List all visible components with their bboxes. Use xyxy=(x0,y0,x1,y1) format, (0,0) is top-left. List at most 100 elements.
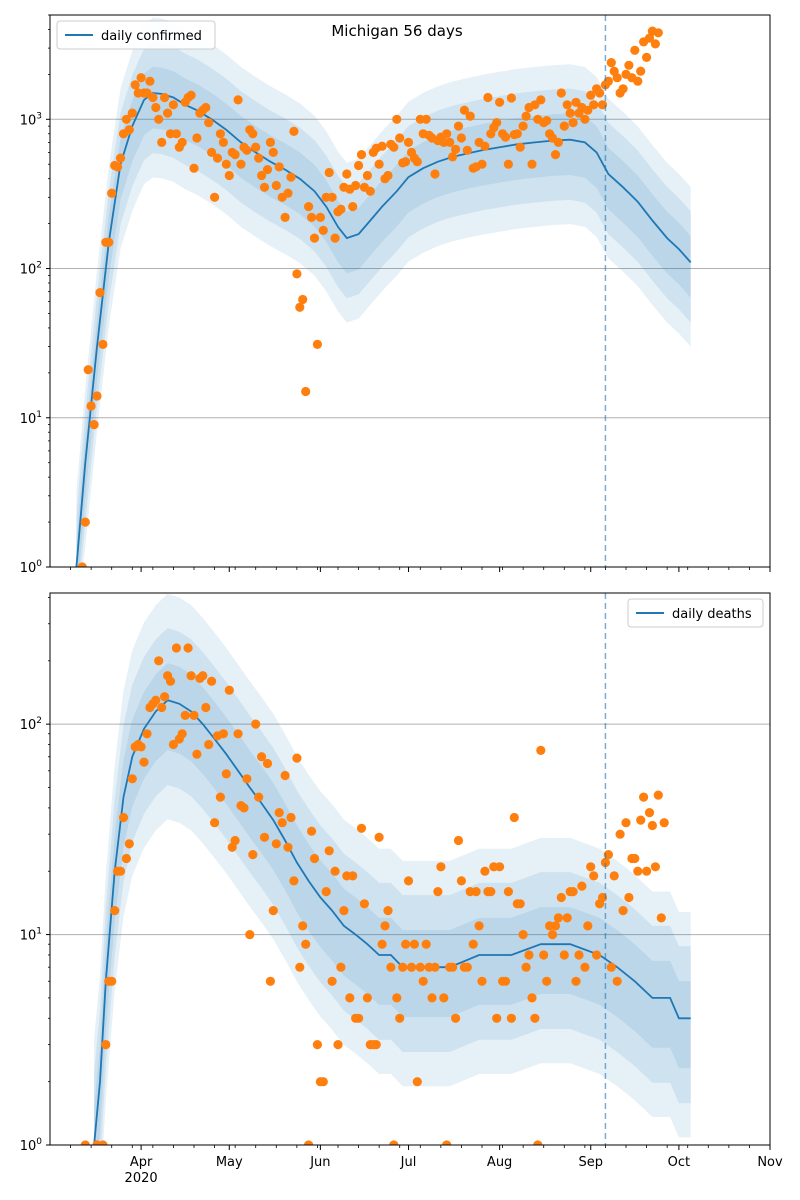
observed-point xyxy=(307,212,317,222)
observed-point xyxy=(336,204,346,214)
observed-point xyxy=(157,137,167,147)
observed-point xyxy=(254,153,264,163)
observed-point xyxy=(477,976,487,986)
observed-point xyxy=(80,1140,90,1145)
observed-point xyxy=(586,862,596,872)
axes-frame xyxy=(49,14,771,568)
observed-point xyxy=(542,976,552,986)
y-tick-label: 103 xyxy=(20,111,42,128)
observed-point xyxy=(277,818,287,828)
x-tick-year: 2020 xyxy=(125,1171,158,1186)
observed-point xyxy=(430,169,440,179)
observed-point xyxy=(104,237,114,247)
y-tick-label: 100 xyxy=(20,559,43,576)
observed-point xyxy=(365,186,375,196)
x-tick-label: May xyxy=(216,1155,243,1170)
observed-point xyxy=(145,76,155,86)
observed-point xyxy=(433,887,443,897)
observed-point xyxy=(121,114,131,124)
observed-point xyxy=(110,906,120,916)
observed-point xyxy=(589,871,599,881)
observed-point xyxy=(286,812,296,823)
observed-point xyxy=(295,302,305,312)
observed-point xyxy=(406,962,417,972)
observed-point xyxy=(274,808,284,818)
observed-point xyxy=(380,921,390,931)
observed-point xyxy=(568,887,578,897)
observed-point xyxy=(115,866,126,876)
observed-point xyxy=(221,769,231,779)
observed-point xyxy=(462,962,472,972)
observed-point xyxy=(168,100,178,110)
observed-point xyxy=(562,913,572,923)
observed-point xyxy=(550,921,561,931)
observed-point xyxy=(500,132,511,142)
observed-point xyxy=(506,93,516,103)
observed-point xyxy=(318,1077,328,1087)
observed-point xyxy=(451,144,461,154)
observed-point xyxy=(503,887,513,897)
observed-point xyxy=(624,892,634,903)
observed-point xyxy=(401,157,411,167)
observed-point xyxy=(198,671,208,681)
observed-point xyxy=(486,887,496,897)
observed-point xyxy=(251,719,261,729)
legend-box xyxy=(56,20,216,50)
observed-point xyxy=(304,202,314,212)
observed-point xyxy=(248,129,258,139)
observed-point xyxy=(171,129,181,139)
observed-point xyxy=(239,803,249,813)
observed-point xyxy=(274,162,284,172)
observed-point xyxy=(224,685,234,695)
observed-point xyxy=(259,182,270,192)
observed-point xyxy=(609,871,619,881)
observed-point xyxy=(280,770,290,781)
y-tick-label: 101 xyxy=(20,927,42,944)
observed-point xyxy=(533,1140,543,1145)
observed-point xyxy=(351,180,361,191)
observed-point xyxy=(624,60,634,70)
observed-point xyxy=(348,202,358,212)
y-tick-label: 101 xyxy=(20,410,42,427)
observed-point xyxy=(383,170,393,181)
observed-point xyxy=(471,887,481,897)
observed-point xyxy=(201,702,211,713)
observed-point xyxy=(409,939,419,949)
observed-point xyxy=(647,820,658,831)
observed-point xyxy=(456,876,466,886)
uncertainty-band xyxy=(94,628,691,1145)
x-tick-label: Apr xyxy=(130,1155,153,1170)
observed-point xyxy=(492,1013,502,1023)
observed-point xyxy=(392,993,402,1003)
observed-point xyxy=(356,150,367,160)
observed-point xyxy=(474,921,484,931)
observed-point xyxy=(480,141,490,151)
observed-point xyxy=(618,84,628,94)
observed-point xyxy=(495,97,505,107)
observed-point xyxy=(506,1013,516,1023)
legend-label: daily confirmed xyxy=(101,29,202,44)
plot-area xyxy=(75,17,692,567)
observed-point xyxy=(659,818,669,828)
observed-point xyxy=(377,939,387,949)
observed-point xyxy=(542,116,552,126)
observed-point xyxy=(644,808,655,818)
observed-point xyxy=(177,137,187,147)
observed-point xyxy=(439,993,449,1003)
observed-point xyxy=(224,170,234,181)
observed-point xyxy=(421,114,431,124)
observed-point xyxy=(530,1013,540,1023)
observed-point xyxy=(342,169,352,179)
observed-point xyxy=(180,710,190,721)
observed-point xyxy=(630,853,640,864)
observed-point xyxy=(618,906,628,916)
observed-point xyxy=(524,950,534,960)
observed-point xyxy=(589,100,599,110)
confirmed-panel: 100 101 102 103 Michigan 56 days daily confir… xyxy=(20,14,771,576)
observed-point xyxy=(95,288,105,298)
observed-point xyxy=(289,126,299,136)
observed-point xyxy=(283,188,293,198)
observed-point xyxy=(568,118,578,128)
observed-point xyxy=(204,739,214,750)
observed-point xyxy=(186,90,196,100)
